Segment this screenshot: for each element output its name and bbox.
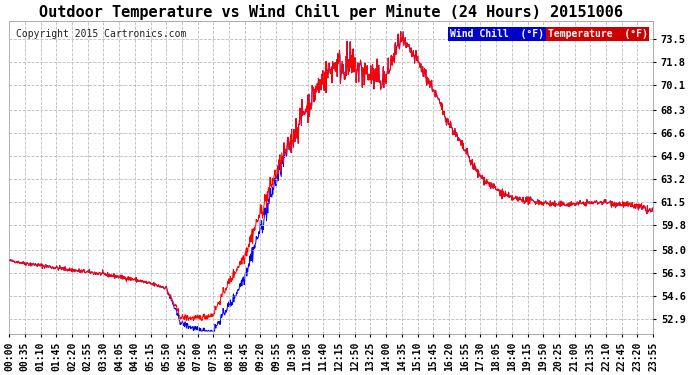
Text: Wind Chill  (°F): Wind Chill (°F) <box>451 29 544 39</box>
Text: Copyright 2015 Cartronics.com: Copyright 2015 Cartronics.com <box>16 29 186 39</box>
Title: Outdoor Temperature vs Wind Chill per Minute (24 Hours) 20151006: Outdoor Temperature vs Wind Chill per Mi… <box>39 4 623 20</box>
Text: Temperature  (°F): Temperature (°F) <box>548 29 647 39</box>
